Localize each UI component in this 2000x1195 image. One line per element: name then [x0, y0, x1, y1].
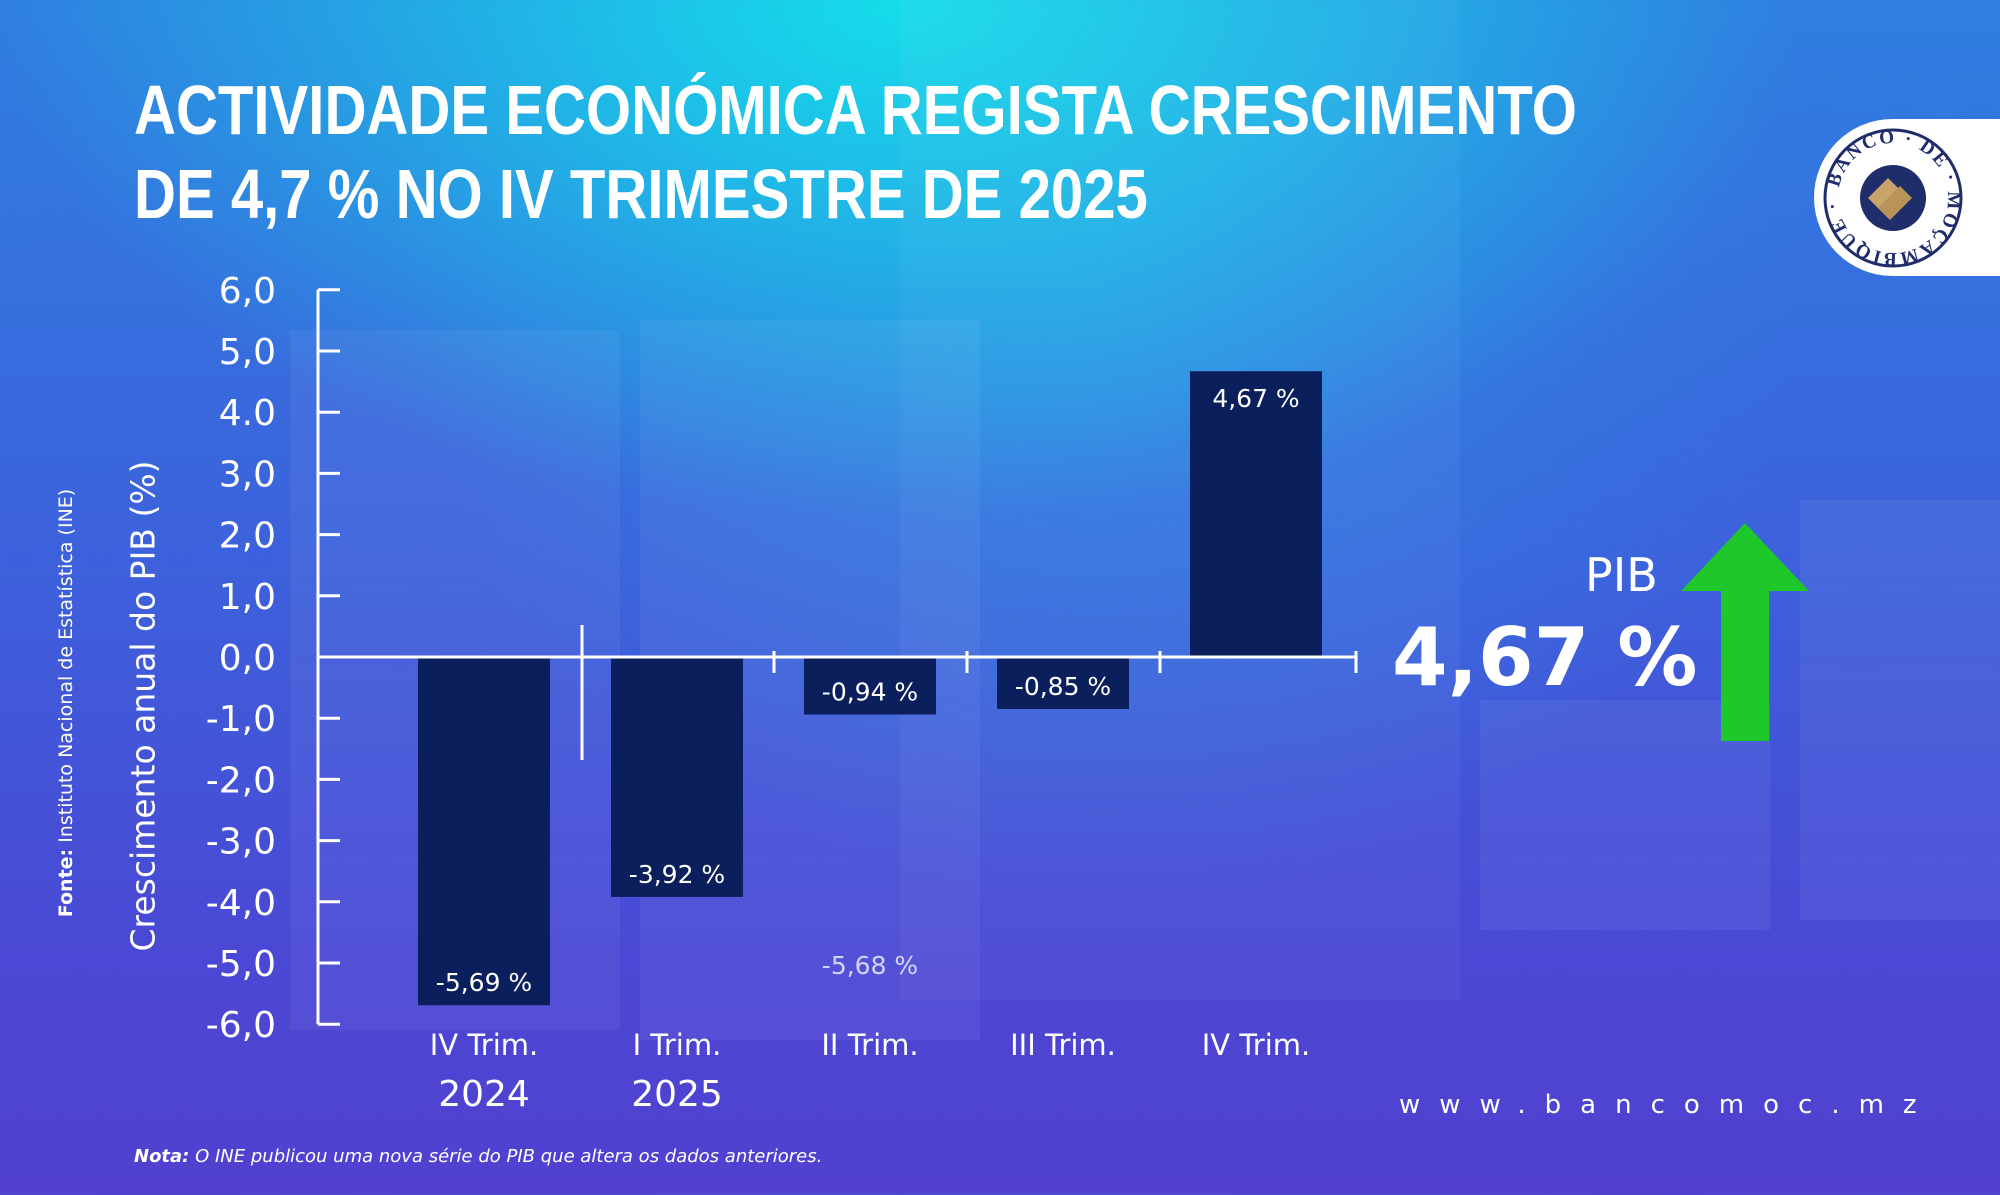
- note-text: O INE publicou uma nova série do PIB que…: [189, 1146, 823, 1167]
- background-building: [900, 0, 1460, 1000]
- bar: [1190, 371, 1322, 657]
- annotation: -5,68 %: [822, 951, 918, 980]
- y-tick-label: 1,0: [219, 577, 276, 618]
- y-tick-label: 4.0: [219, 393, 276, 434]
- x-tick-label: IV Trim.: [1202, 1028, 1311, 1062]
- x-tick-label: III Trim.: [1010, 1028, 1116, 1062]
- y-tick-label: -6,0: [206, 1005, 276, 1046]
- x-year-label: 2024: [438, 1074, 530, 1115]
- bar: [418, 657, 550, 1006]
- data-label: -0,85 %: [1015, 672, 1111, 701]
- y-tick-label: 6,0: [219, 271, 276, 312]
- y-tick-label: -1,0: [206, 699, 276, 740]
- title-line-1: ACTIVIDADE ECONÓMICA REGISTA CRESCIMENTO: [134, 71, 1577, 149]
- bar: [804, 657, 936, 715]
- y-tick-label: 0,0: [219, 638, 276, 679]
- y-tick-label: 3,0: [219, 454, 276, 495]
- data-label: 4,67 %: [1212, 384, 1299, 413]
- x-year-label: 2025: [631, 1074, 723, 1115]
- x-tick-label: II Trim.: [821, 1028, 918, 1062]
- data-label: -3,92 %: [629, 860, 725, 889]
- note-label: Nota:: [134, 1146, 190, 1167]
- highlight-label: PIB: [1585, 548, 1658, 602]
- background-building: [1800, 500, 2000, 920]
- y-tick-label: 5,0: [219, 332, 276, 373]
- y-tick-label: -5,0: [206, 944, 276, 985]
- y-tick-label: -3,0: [206, 822, 276, 863]
- data-label: -0,94 %: [822, 678, 918, 707]
- x-tick-label: IV Trim.: [430, 1028, 539, 1062]
- x-tick-label: I Trim.: [633, 1028, 722, 1062]
- page-title: ACTIVIDADE ECONÓMICA REGISTA CRESCIMENTO…: [134, 68, 1577, 236]
- title-line-2: DE 4,7 % NO IV TRIMESTRE DE 2025: [134, 155, 1148, 233]
- y-tick-label: -2,0: [206, 760, 276, 801]
- footnote: Nota: O INE publicou uma nova série do P…: [134, 1146, 822, 1167]
- highlight-value: 4,67 %: [1392, 611, 1698, 704]
- bar: [997, 657, 1129, 710]
- data-label: -5,69 %: [436, 968, 532, 997]
- y-tick-label: -4,0: [206, 883, 276, 924]
- bar: [611, 657, 743, 897]
- website: www.bancomoc.mz: [1399, 1090, 1936, 1120]
- y-tick-label: 2,0: [219, 516, 276, 557]
